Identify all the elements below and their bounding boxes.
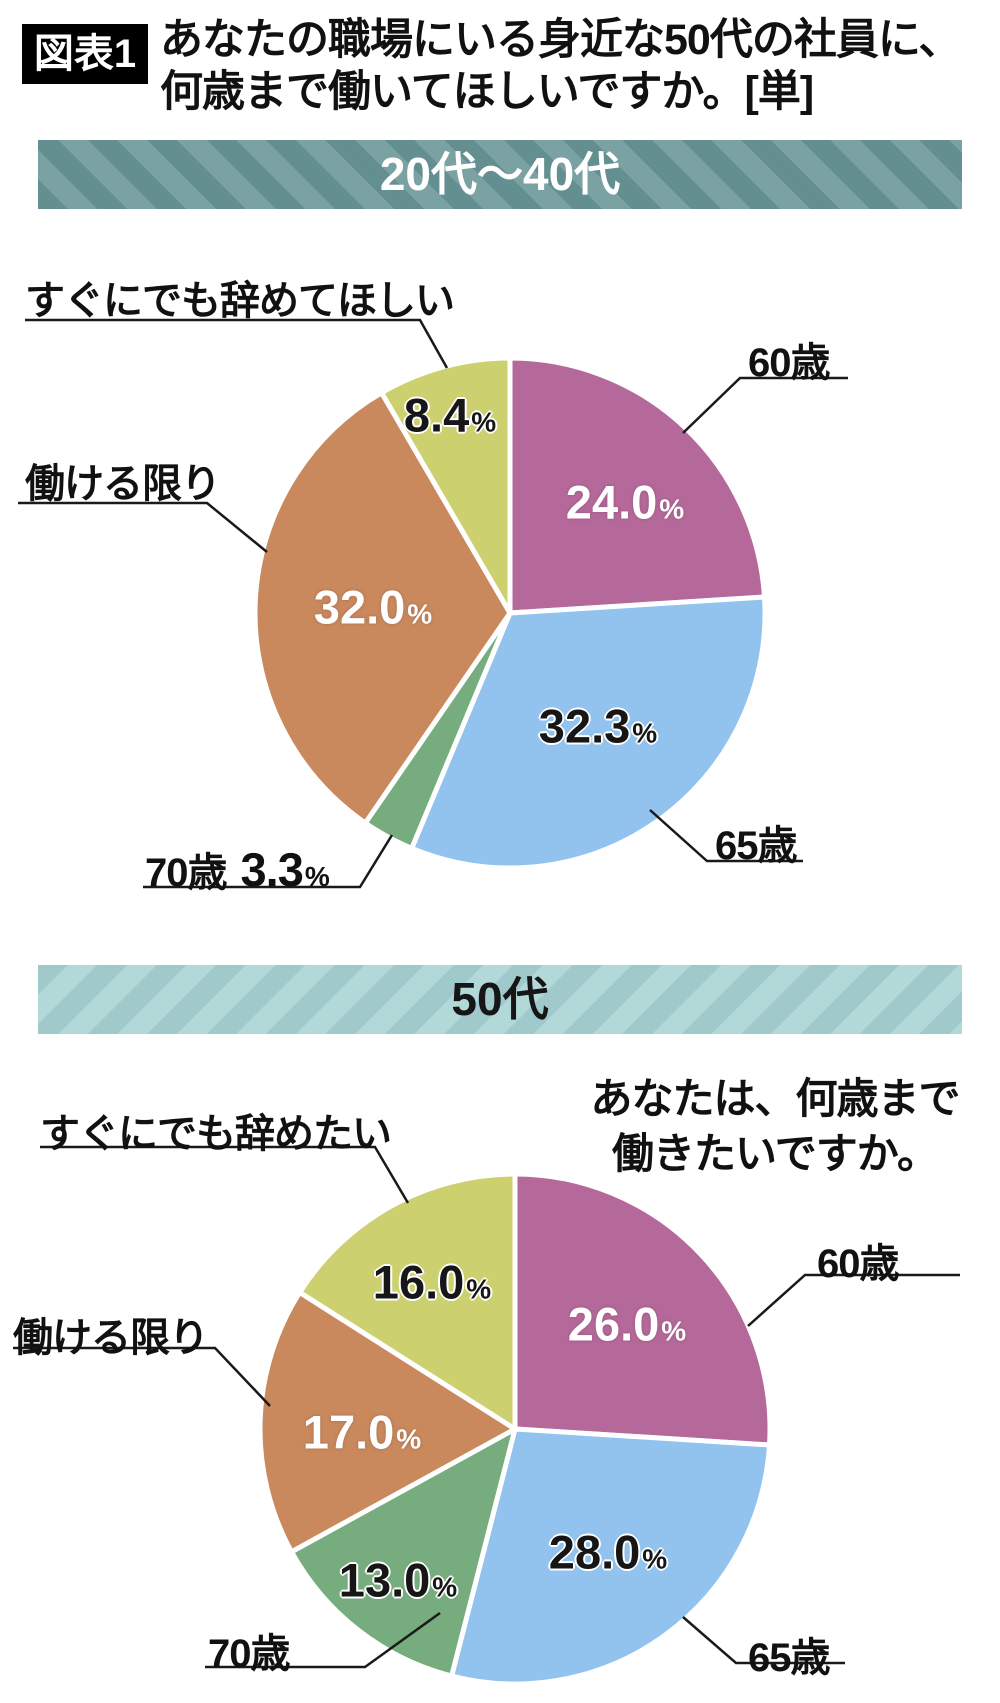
slice-callout-すぐにでも辞めたい: すぐにでも辞めたい bbox=[40, 1101, 392, 1159]
slice-callout-働ける限り: 働ける限り bbox=[13, 1305, 209, 1363]
slice-label: すぐにでも辞めてほしい bbox=[25, 279, 455, 323]
slice-value-65歳: 28.0% bbox=[548, 1525, 668, 1579]
leader-line bbox=[682, 376, 848, 434]
slice-value: 3.3 bbox=[240, 843, 304, 896]
slice-value-すぐにでも辞めたい: 16.0% bbox=[372, 1255, 492, 1309]
banner-20-40s-label: 20代〜40代 bbox=[379, 148, 621, 200]
leader-line bbox=[143, 834, 394, 889]
slice-label: 70歳 bbox=[208, 1632, 290, 1676]
figure-title: あなたの職場にいる身近な50代の社員に、 何歳まで働いてほしいですか。[単] bbox=[160, 14, 962, 119]
leader-line bbox=[682, 1616, 845, 1665]
leader-line bbox=[649, 809, 803, 863]
pie-chart-20-40s: 24.0% 32.3% 32.0% 8.4% すぐにでも辞めてほしい 60歳働ける限り 70… bbox=[0, 210, 1000, 900]
slice-value-70歳: 13.0% bbox=[338, 1553, 458, 1607]
slice-label: 60歳 bbox=[748, 341, 830, 385]
pie-svg bbox=[13, 1145, 960, 1687]
pie-slice-65歳 bbox=[409, 594, 768, 871]
leader-line bbox=[25, 318, 449, 369]
pie-slice-すぐにでも辞めたい bbox=[297, 1171, 518, 1432]
pie-slice-65歳 bbox=[449, 1426, 772, 1687]
pie-slice-60歳 bbox=[512, 1171, 773, 1448]
pie-slice-働ける限り bbox=[252, 390, 513, 826]
slice-label: 65歳 bbox=[748, 1636, 830, 1680]
slice-value-働ける限り: 32.0% bbox=[313, 580, 433, 634]
pie-slice-すぐにでも辞めてほしい bbox=[379, 355, 513, 616]
pie-slice-60歳 bbox=[507, 355, 767, 616]
slice-label: 65歳 bbox=[715, 824, 797, 868]
slice-callout-すぐにでも辞めてほしい: すぐにでも辞めてほしい bbox=[25, 268, 455, 326]
slice-label: 働ける限り bbox=[13, 1316, 209, 1360]
question-50s: あなたは、何歳まで 働きたいですか。 bbox=[545, 1072, 1000, 1181]
slice-callout-60歳: 60歳 bbox=[817, 1231, 899, 1289]
slice-callout-70歳: 70歳 3.3% bbox=[145, 840, 330, 898]
slice-value-65歳: 32.3% bbox=[538, 699, 658, 753]
slice-callout-70歳: 70歳 bbox=[208, 1621, 290, 1679]
banner-50s-label: 50代 bbox=[451, 973, 549, 1025]
title-line-2: 何歳まで働いてほしいですか。[単] bbox=[160, 68, 814, 117]
pie-slice-70歳 bbox=[289, 1426, 518, 1679]
pie-slice-働ける限り bbox=[257, 1289, 518, 1555]
leader-line bbox=[13, 1346, 271, 1407]
question-line-1: あなたは、何歳まで bbox=[590, 1075, 960, 1122]
banner-20-40s: 20代〜40代 bbox=[38, 140, 962, 209]
banner-50s: 50代 bbox=[38, 965, 962, 1034]
pie-chart-50s: 26.0% 28.0% 13.0% 17.0% 16.0% すぐにでも辞めたい 60歳働ける… bbox=[0, 1035, 1000, 1703]
slice-value-60歳: 24.0% bbox=[565, 475, 685, 529]
slice-callout-65歳: 65歳 bbox=[715, 813, 797, 871]
slice-label: 働ける限り bbox=[25, 462, 221, 506]
leader-line bbox=[747, 1273, 960, 1327]
question-line-2: 働きたいですか。 bbox=[612, 1129, 939, 1177]
leader-line bbox=[40, 1145, 410, 1204]
figure-tag: 図表1 bbox=[22, 24, 148, 84]
leader-line bbox=[18, 501, 268, 553]
slice-value-すぐにでも辞めてほしい: 8.4% bbox=[403, 388, 497, 442]
slice-label: 60歳 bbox=[817, 1242, 899, 1286]
slice-value-働ける限り: 17.0% bbox=[302, 1405, 422, 1459]
leader-line bbox=[205, 1611, 441, 1669]
slice-value-60歳: 26.0% bbox=[567, 1297, 687, 1351]
slice-callout-65歳: 65歳 bbox=[748, 1625, 830, 1683]
title-line-1: あなたの職場にいる身近な50代の社員に、 bbox=[160, 16, 962, 64]
slice-label: 70歳 bbox=[145, 851, 227, 895]
slice-callout-60歳: 60歳 bbox=[748, 330, 830, 388]
slice-label: すぐにでも辞めたい bbox=[40, 1112, 392, 1156]
pie-svg bbox=[18, 318, 848, 889]
percent-sign: % bbox=[304, 861, 330, 892]
slice-callout-働ける限り: 働ける限り bbox=[25, 451, 221, 509]
